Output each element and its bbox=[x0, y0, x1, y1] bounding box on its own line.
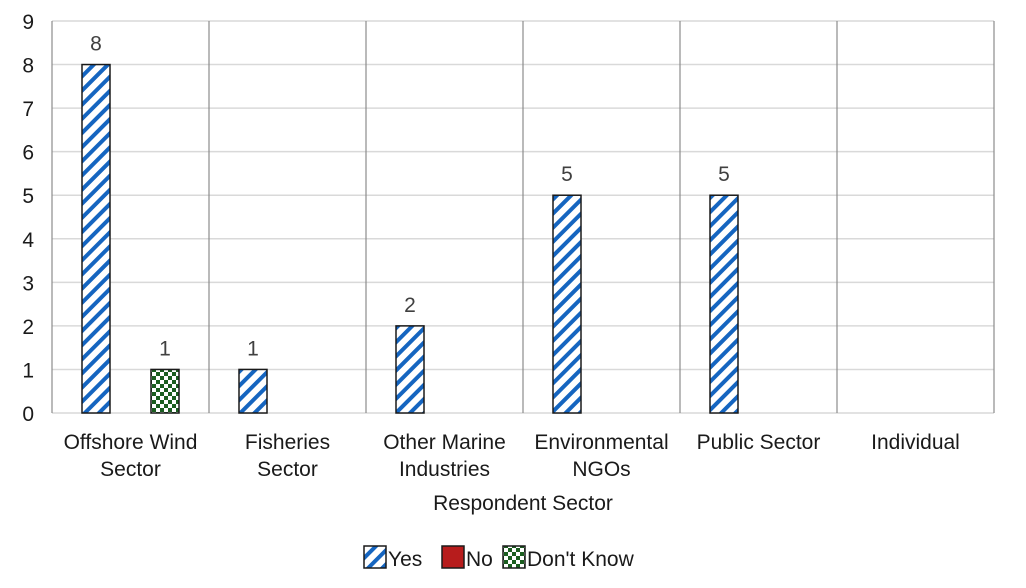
y-tick-label: 0 bbox=[22, 403, 34, 426]
x-category-label: Environmental bbox=[534, 431, 668, 454]
y-tick-label: 2 bbox=[22, 316, 34, 339]
bar-yes bbox=[238, 368, 268, 414]
x-category-label: Industries bbox=[399, 458, 490, 481]
y-tick-label: 3 bbox=[22, 272, 34, 295]
data-label: 5 bbox=[561, 163, 573, 186]
y-tick-label: 4 bbox=[22, 229, 34, 252]
y-tick-label: 7 bbox=[22, 98, 34, 121]
bar-yes bbox=[552, 194, 582, 414]
y-tick-label: 5 bbox=[22, 185, 34, 208]
legend-swatch-1 bbox=[441, 545, 465, 569]
data-label: 1 bbox=[159, 337, 171, 360]
x-category-label: Fisheries bbox=[245, 431, 330, 454]
legend-label: Don't Know bbox=[527, 548, 635, 571]
x-axis-categories: Offshore Wind Sector Fisheries Sector Other … bbox=[64, 431, 960, 481]
y-tick-label: 6 bbox=[22, 142, 34, 165]
data-label: 2 bbox=[404, 294, 416, 317]
y-tick-label: 8 bbox=[22, 55, 34, 78]
x-category-label: Offshore Wind bbox=[64, 431, 198, 454]
y-tick-label: 9 bbox=[22, 11, 34, 34]
bar-yes bbox=[81, 63, 111, 414]
x-category-label: Individual bbox=[871, 431, 960, 454]
x-category-label: Sector bbox=[100, 458, 161, 481]
legend-swatch-0 bbox=[363, 545, 387, 569]
x-axis-title: Respondent Sector bbox=[433, 492, 613, 515]
legend: Yes No Don't Know bbox=[363, 545, 635, 571]
x-category-label: NGOs bbox=[572, 458, 630, 481]
data-label: 1 bbox=[247, 337, 259, 360]
gridlines bbox=[51, 20, 995, 414]
y-tick-label: 1 bbox=[22, 359, 34, 382]
legend-label: Yes bbox=[388, 548, 422, 571]
x-category-label: Sector bbox=[257, 458, 318, 481]
data-label: 8 bbox=[90, 33, 102, 56]
bars: 8 1 1 2 5 5 bbox=[81, 33, 739, 414]
x-category-label: Other Marine bbox=[383, 431, 506, 454]
bar-yes bbox=[709, 194, 739, 414]
x-category-label: Public Sector bbox=[697, 431, 821, 454]
data-label: 5 bbox=[718, 163, 730, 186]
bar-yes bbox=[395, 325, 425, 414]
legend-swatch-2 bbox=[502, 545, 526, 569]
legend-label: No bbox=[466, 548, 493, 571]
y-axis-ticks: 0 1 2 3 4 5 6 7 8 9 bbox=[22, 11, 34, 426]
bar-don-t-know bbox=[150, 368, 180, 414]
